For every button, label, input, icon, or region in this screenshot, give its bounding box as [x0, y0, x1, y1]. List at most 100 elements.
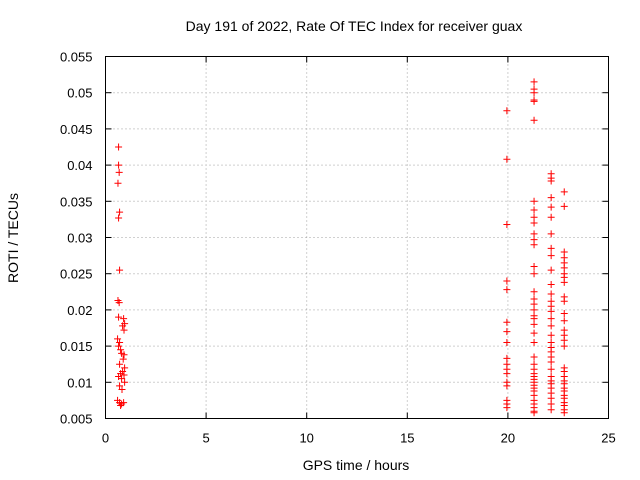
y-tick-label: 0.025 — [60, 267, 93, 282]
data-point — [530, 353, 538, 361]
data-point — [530, 329, 538, 337]
data-point — [547, 290, 555, 298]
data-point — [121, 364, 129, 372]
data-point — [115, 342, 123, 350]
data-point — [547, 213, 555, 221]
x-tick-labels: 0 5 10 15 20 25 — [102, 431, 616, 446]
data-point — [560, 188, 568, 196]
x-axis-title: GPS time / hours — [303, 457, 410, 473]
data-point — [530, 197, 538, 205]
grid-lines — [105, 56, 609, 419]
data-point — [547, 406, 555, 414]
data-point — [547, 244, 555, 252]
data-point — [120, 326, 128, 334]
data-point — [530, 409, 538, 417]
x-tick-label: 25 — [601, 431, 615, 446]
data-point — [530, 206, 538, 214]
data-point — [503, 286, 511, 294]
data-point — [119, 355, 127, 363]
data-point — [116, 382, 124, 390]
data-point — [547, 177, 555, 185]
data-point — [116, 360, 124, 368]
data-point — [114, 179, 122, 187]
data-point — [560, 342, 568, 350]
data-point — [547, 266, 555, 274]
data-point — [121, 378, 129, 386]
data-point — [547, 203, 555, 211]
data-point — [115, 299, 123, 307]
x-tick-label: 0 — [102, 431, 109, 446]
data-point — [547, 358, 555, 366]
data-point — [547, 315, 555, 323]
data-point — [119, 322, 127, 330]
data-point — [115, 214, 123, 222]
data-point — [503, 107, 511, 115]
data-point — [117, 401, 125, 409]
data-point — [560, 317, 568, 325]
y-tick-label: 0.02 — [67, 303, 92, 318]
data-point — [120, 371, 128, 379]
axis-ticks — [105, 56, 609, 419]
x-tick-label: 15 — [400, 431, 414, 446]
data-point — [547, 194, 555, 202]
data-point — [547, 230, 555, 238]
data-point — [503, 404, 511, 412]
x-tick-label: 10 — [299, 431, 313, 446]
data-point — [117, 346, 125, 354]
y-axis-title: ROTI / TECUs — [5, 193, 21, 283]
data-point — [114, 335, 122, 343]
data-point — [118, 375, 126, 383]
data-point — [116, 266, 124, 274]
data-point — [530, 241, 538, 249]
chart-title: Day 191 of 2022, Rate Of TEC Index for r… — [186, 18, 523, 34]
data-point — [503, 277, 511, 285]
y-tick-label: 0.005 — [60, 412, 93, 427]
data-point — [530, 219, 538, 227]
data-point — [530, 89, 538, 97]
data-point — [120, 315, 128, 323]
data-point — [503, 155, 511, 163]
data-point — [503, 370, 511, 378]
data-point — [530, 320, 538, 328]
x-tick-label: 5 — [202, 431, 209, 446]
data-point — [547, 281, 555, 289]
data-point — [115, 161, 123, 169]
data-point — [530, 270, 538, 278]
data-point — [120, 351, 128, 359]
data-points — [114, 78, 568, 417]
data-point — [116, 208, 124, 216]
data-point — [547, 322, 555, 330]
data-point — [115, 143, 123, 151]
y-tick-label: 0.04 — [67, 158, 92, 173]
data-point — [503, 220, 511, 228]
data-point — [503, 338, 511, 346]
data-point — [503, 328, 511, 336]
data-point — [503, 382, 511, 390]
data-point — [560, 297, 568, 305]
y-tick-label: 0.05 — [67, 86, 92, 101]
data-point — [530, 97, 538, 105]
y-tick-label: 0.055 — [60, 50, 93, 65]
y-tick-labels: 0.005 0.01 0.015 0.02 0.025 0.03 0.035 0.04 0.04… — [60, 50, 93, 427]
data-point — [547, 252, 555, 260]
data-point — [560, 310, 568, 318]
data-point — [530, 116, 538, 124]
data-point — [530, 338, 538, 346]
data-point — [120, 399, 128, 407]
data-point — [530, 262, 538, 270]
data-point — [530, 288, 538, 296]
x-tick-label: 20 — [501, 431, 515, 446]
y-tick-label: 0.015 — [60, 339, 93, 354]
y-tick-label: 0.03 — [67, 231, 92, 246]
data-point — [560, 278, 568, 286]
y-tick-label: 0.035 — [60, 194, 93, 209]
y-tick-label: 0.01 — [67, 375, 92, 390]
data-point — [116, 338, 124, 346]
y-tick-label: 0.045 — [60, 122, 93, 137]
data-point — [560, 409, 568, 417]
data-point — [547, 307, 555, 315]
data-point — [547, 365, 555, 373]
data-point — [118, 386, 126, 394]
data-point — [560, 202, 568, 210]
